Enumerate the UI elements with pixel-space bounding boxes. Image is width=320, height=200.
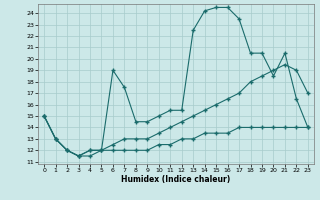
X-axis label: Humidex (Indice chaleur): Humidex (Indice chaleur) — [121, 175, 231, 184]
